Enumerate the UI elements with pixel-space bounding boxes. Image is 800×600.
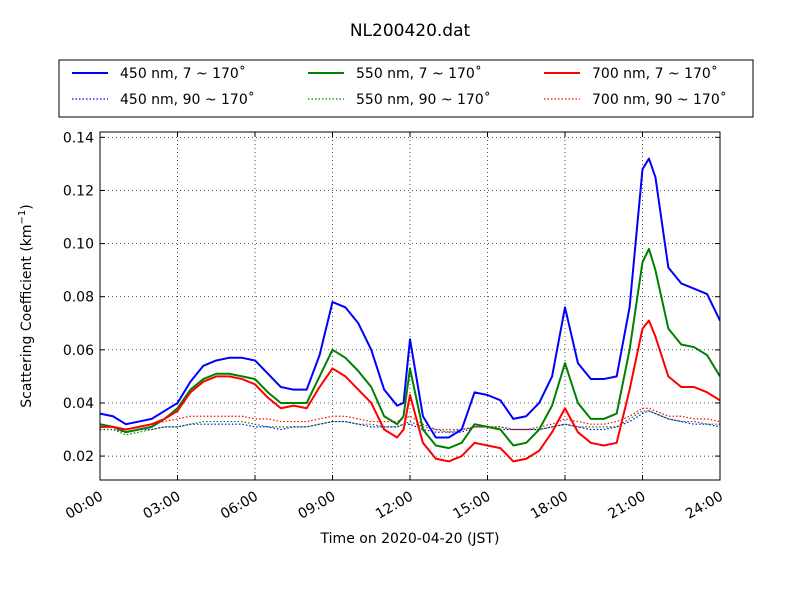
y-axis-label-close: ) [19, 204, 35, 209]
y-axis-label-main: Scattering Coefficient (km [19, 224, 35, 407]
y-tick-label: 0.14 [63, 130, 94, 146]
series-layer [99, 157, 721, 463]
y-axis: 0.02 0.04 0.06 0.08 0.10 0.12 0.14 [63, 130, 720, 465]
series-line-1 [99, 157, 721, 439]
legend-label-5: 700 nm, 7 ~ 170˚ [592, 65, 718, 82]
x-axis-label: Time on 2020-04-20 (JST) [320, 531, 500, 547]
grid [100, 132, 720, 480]
series-line-4 [100, 410, 720, 436]
y-tick-label: 0.06 [63, 343, 94, 359]
legend-label-6: 700 nm, 90 ~ 170˚ [592, 91, 727, 108]
legend-label-3: 550 nm, 7 ~ 170˚ [356, 65, 482, 82]
y-tick-label: 0.02 [63, 449, 94, 465]
series-line-5 [100, 319, 721, 463]
y-axis-label: Scattering Coefficient (km−1) [17, 204, 35, 408]
chart-title: NL200420.dat [350, 21, 471, 41]
series-line-2 [100, 410, 721, 433]
y-tick-label: 0.10 [63, 237, 94, 253]
y-tick-label: 0.12 [63, 183, 94, 199]
y-tick-label: 0.08 [63, 290, 94, 306]
series-line-6 [100, 407, 721, 431]
y-axis-label-exp: −1 [17, 210, 28, 225]
series-line-3 [99, 247, 721, 450]
legend-label-1: 450 nm, 7 ~ 170˚ [120, 65, 246, 82]
legend-label-4: 550 nm, 90 ~ 170˚ [356, 91, 491, 108]
legend: 450 nm, 7 ~ 170˚ 450 nm, 90 ~ 170˚ 550 nm,… [58, 59, 754, 118]
legend-label-2: 450 nm, 90 ~ 170˚ [120, 91, 255, 108]
y-tick-label: 0.04 [63, 396, 94, 412]
legend-box [58, 59, 754, 118]
